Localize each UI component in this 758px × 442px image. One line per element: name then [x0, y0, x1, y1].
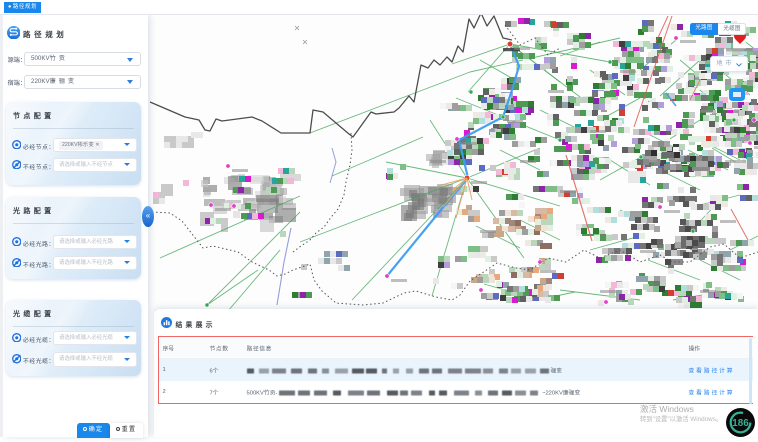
svg-text:186: 186: [732, 418, 749, 429]
